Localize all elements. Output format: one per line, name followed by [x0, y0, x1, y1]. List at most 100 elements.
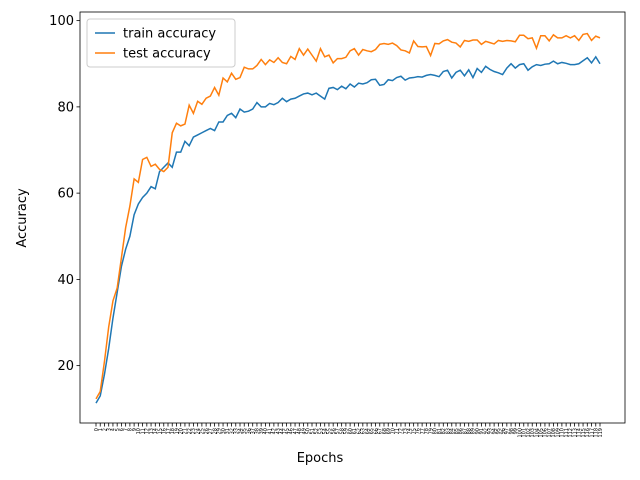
x-tick-label: 16: [162, 428, 168, 434]
x-tick-label: 47: [293, 428, 299, 434]
x-tick-label: 91: [479, 428, 485, 434]
x-tick-label: 68: [382, 428, 388, 434]
x-tick-label: 58: [339, 428, 345, 434]
x-tick-label: 19: [174, 428, 180, 434]
x-tick-label: 69: [386, 428, 392, 434]
x-tick-label: 95: [496, 428, 502, 434]
x-tick-label: 98: [509, 428, 515, 434]
plot-frame: [79, 11, 626, 424]
line-series: [95, 32, 601, 400]
x-axis-label: Epochs: [297, 451, 344, 466]
x-tick-label: 43: [276, 428, 282, 434]
x-tick-label: 24: [195, 428, 201, 434]
legend-label: train accuracy: [123, 27, 216, 42]
x-tick-label: 11: [140, 428, 146, 434]
x-tick-label: 96: [500, 428, 506, 434]
x-tick-label: 67: [378, 428, 384, 434]
x-tick-label: 17: [166, 428, 172, 434]
x-tick-label: 115: [581, 428, 587, 438]
x-tick-label: 118: [594, 428, 600, 438]
x-tick-label: 105: [539, 428, 545, 438]
x-tick-label: 35: [242, 428, 248, 434]
x-tick-label: 64: [365, 428, 371, 434]
legend: train accuracy test accuracy: [86, 18, 236, 68]
x-tick-label: 61: [352, 428, 358, 434]
x-tick-label: 80: [433, 428, 439, 434]
x-tick-label: 30: [221, 428, 227, 434]
x-tick-label: 56: [331, 428, 337, 434]
x-tick-label: 32: [229, 428, 235, 434]
x-tick-label: 23: [191, 428, 197, 434]
x-tick-label: 60: [348, 428, 354, 434]
x-tick-label: 20: [179, 428, 185, 434]
x-tick-label: 49: [301, 428, 307, 434]
x-tick-label: 113: [572, 428, 578, 438]
y-tick-label: 80: [57, 100, 74, 115]
x-tick-label: 77: [420, 428, 426, 434]
x-tick-label: 26: [204, 428, 210, 434]
x-tick-label: 55: [327, 428, 333, 434]
x-tick-label: 14: [153, 428, 159, 434]
x-tick-label: 10: [136, 428, 142, 434]
y-axis-label: Accuracy: [15, 188, 30, 248]
x-tick-label: 94: [492, 428, 498, 434]
x-tick-label: 92: [483, 428, 489, 434]
x-tick-label: 0: [94, 428, 100, 431]
x-tick-label: 2: [102, 428, 108, 431]
x-tick-label: 5: [115, 428, 121, 431]
x-tick-label: 6: [119, 428, 125, 431]
line-series: [95, 55, 601, 404]
x-tick-label: 70: [390, 428, 396, 434]
x-tick-label: 53: [318, 428, 324, 434]
x-tick-label: 15: [157, 428, 163, 434]
x-tick-label: 111: [564, 428, 570, 438]
x-tick-label: 51: [310, 428, 316, 434]
x-tick-label: 110: [560, 428, 566, 438]
x-tick-label: 42: [272, 428, 278, 434]
x-tick-label: 27: [208, 428, 214, 434]
x-tick-label: 82: [441, 428, 447, 434]
x-tick-label: 4: [111, 428, 117, 431]
x-tick-label: 37: [251, 428, 257, 434]
x-tick-label: 3: [107, 428, 113, 431]
x-tick-label: 116: [585, 428, 591, 438]
x-tick-label: 79: [428, 428, 434, 434]
x-tick-label: 29: [217, 428, 223, 434]
x-tick-label: 102: [526, 428, 532, 438]
x-tick-label: 36: [246, 428, 252, 434]
y-tick-label: 20: [57, 359, 74, 374]
x-tick-label: 22: [187, 428, 193, 434]
x-tick-label: 87: [462, 428, 468, 434]
legend-label: test accuracy: [123, 47, 211, 62]
x-tick-label: 48: [297, 428, 303, 434]
x-tick-label: 73: [403, 428, 409, 434]
x-tick-label: 104: [534, 428, 540, 438]
x-tick-label: 103: [530, 428, 536, 438]
x-tick-label: 41: [267, 428, 273, 434]
x-tick-label: 39: [259, 428, 265, 434]
x-tick-label: 44: [280, 428, 286, 434]
x-tick-label: 81: [437, 428, 443, 434]
x-tick-label: 106: [543, 428, 549, 438]
x-tick-label: 50: [306, 428, 312, 434]
x-tick-label: 119: [598, 428, 604, 438]
x-tick-label: 72: [399, 428, 405, 434]
x-tick-label: 9: [132, 428, 138, 431]
x-tick-label: 21: [183, 428, 189, 434]
x-tick-label: 33: [234, 428, 240, 434]
legend-box: [86, 18, 236, 68]
x-tick-label: 75: [411, 428, 417, 434]
x-tick-label: 90: [475, 428, 481, 434]
x-tick-label: 71: [395, 428, 401, 434]
x-tick-label: 12: [145, 428, 151, 434]
x-tick-label: 100: [517, 428, 523, 438]
x-tick-label: 85: [454, 428, 460, 434]
x-tick-label: 28: [212, 428, 218, 434]
y-tick-label: 60: [57, 187, 74, 202]
x-tick-label: 83: [445, 428, 451, 434]
x-tick-label: 62: [356, 428, 362, 434]
x-tick-label: 18: [170, 428, 176, 434]
x-tick-label: 13: [149, 428, 155, 434]
x-tick-label: 57: [335, 428, 341, 434]
